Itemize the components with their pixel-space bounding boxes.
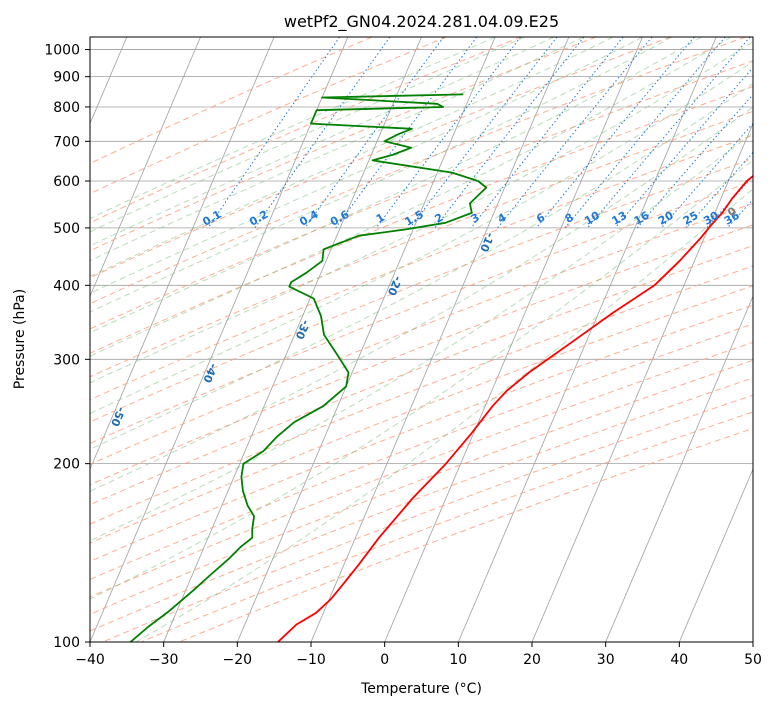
moist-adiabat-line — [90, 37, 732, 357]
y-tick-label: 500 — [53, 221, 80, 237]
dry-adiabat-line — [90, 180, 753, 445]
mixing-ratio-line — [335, 37, 478, 229]
moist-adiabat-line — [135, 188, 753, 642]
series-layer — [129, 93, 753, 642]
dry-adiabat-line — [90, 134, 753, 401]
moist-adiabat-line — [90, 37, 643, 294]
x-tick-label: 40 — [670, 652, 688, 668]
moist-adiabat-line — [90, 37, 525, 233]
dry-adiabat-line — [90, 304, 753, 562]
y-tick-label: 200 — [53, 457, 80, 473]
mixing-ratio-line — [564, 37, 726, 229]
chart-title: wetPf2_GN04.2024.281.04.09.E25 — [284, 12, 559, 32]
mixing-ratio-line — [636, 93, 753, 229]
y-tick-label: 400 — [53, 278, 80, 294]
x-tick-label: −10 — [296, 652, 326, 668]
temperature-profile — [277, 174, 753, 642]
y-tick-label: 700 — [53, 134, 80, 150]
mixing-ratio-line — [470, 37, 624, 229]
moist-adiabat-line — [90, 37, 673, 313]
background-lines — [90, 37, 753, 642]
dry-adiabat-line — [90, 265, 753, 525]
dry-adiabat-line — [90, 110, 753, 378]
isotherm-line — [678, 468, 753, 642]
x-tick-label: −30 — [149, 652, 179, 668]
x-axis: −40 −30 −20 −10 0 10 20 30 40 50 — [75, 642, 762, 668]
dry-adiabat-line — [90, 323, 753, 580]
moist-adiabat-line — [90, 106, 753, 492]
x-tick-label: 0 — [380, 652, 389, 668]
dry-adiabat-line — [90, 245, 753, 506]
isotherm-line — [605, 295, 753, 642]
dry-adiabat-line — [90, 158, 753, 423]
y-tick-label: 100 — [53, 635, 80, 651]
x-tick-label: 20 — [523, 652, 541, 668]
dry-adiabat-line — [90, 285, 753, 544]
dry-adiabat-line — [90, 37, 522, 224]
dry-adiabat-line — [90, 377, 753, 632]
mixing-ratio-line — [304, 37, 445, 229]
mixing-ratio-line — [254, 37, 391, 229]
dry-adiabat-line — [90, 60, 753, 330]
isotherm-line — [90, 37, 275, 471]
moist-adiabat-line — [90, 61, 753, 415]
isotherm-line — [457, 37, 717, 642]
y-tick-label: 300 — [53, 352, 80, 368]
dry-adiabat-line — [140, 411, 753, 642]
dry-adiabat-line — [178, 427, 753, 642]
mixing-ratio-line — [497, 37, 653, 229]
dry-adiabat-line — [90, 37, 447, 195]
y-axis-label: Pressure (hPa) — [12, 289, 28, 389]
x-axis-label: Temperature (°C) — [360, 681, 482, 697]
dry-adiabat-line — [102, 394, 753, 642]
x-tick-label: 30 — [597, 652, 615, 668]
dewpoint-profile — [129, 93, 488, 642]
moist-adiabat-line — [90, 37, 614, 277]
isotherm-line — [90, 37, 201, 298]
x-tick-label: −40 — [75, 652, 105, 668]
dry-adiabat-line — [90, 202, 753, 465]
isotherm-line — [236, 37, 496, 642]
moist-adiabat-line — [90, 37, 555, 247]
isotherm-line — [163, 37, 422, 642]
moist-adiabat-line — [90, 37, 496, 219]
y-axis: 100 200 300 400 500 600 700 800 900 1000 — [44, 43, 90, 651]
x-tick-label: 50 — [744, 652, 762, 668]
isotherm-line — [384, 37, 643, 642]
isotherm-line — [90, 37, 349, 642]
dry-adiabat-line — [90, 37, 597, 252]
dry-adiabat-line — [90, 85, 753, 354]
x-tick-label: 10 — [449, 652, 467, 668]
mixing-ratio-line — [375, 37, 521, 229]
moist-adiabat-line — [90, 159, 753, 600]
dry-adiabat-line — [90, 224, 753, 486]
y-tick-label: 900 — [53, 70, 80, 86]
dry-adiabat-line — [90, 37, 746, 305]
mixing-ratio-line — [207, 37, 341, 229]
y-tick-label: 800 — [53, 100, 80, 116]
y-tick-label: 1000 — [44, 43, 80, 59]
plot-frame — [89, 36, 754, 643]
x-tick-label: −20 — [223, 652, 253, 668]
y-tick-label: 600 — [53, 174, 80, 190]
